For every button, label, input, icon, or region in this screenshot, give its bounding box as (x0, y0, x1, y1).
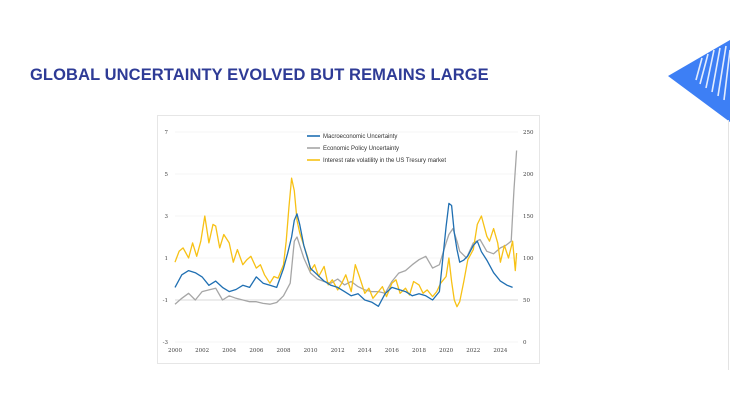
x-tick-label: 2004 (222, 348, 236, 354)
uncertainty-line-chart: -3 -1 1 3 5 7 0 50 100 150 200 250 2000 2002 2004 2006 2… (163, 130, 534, 354)
y-right-tick-label: 100 (523, 256, 534, 262)
legend-label: Macroeconomic Uncertainty (323, 134, 397, 140)
right-edge-rule (728, 120, 729, 370)
series-line-economic-policy-uncertainty (174, 150, 518, 305)
slide-title: GLOBAL UNCERTAINTY EVOLVED BUT REMAINS L… (30, 66, 489, 84)
y-left-tick-label: 7 (165, 130, 169, 136)
x-tick-label: 2000 (168, 348, 182, 354)
x-tick-label: 2012 (331, 348, 345, 354)
x-tick-label: 2022 (466, 348, 480, 354)
x-tick-label: 2014 (358, 348, 372, 354)
series-line-macroeconomic-uncertainty (174, 202, 513, 307)
legend-label: Economic Policy Uncertainty (323, 146, 399, 152)
x-tick-label: 2006 (249, 348, 263, 354)
y-left-tick-label: -3 (163, 340, 169, 346)
y-left-tick-label: 3 (165, 214, 169, 220)
y-left-tick-label: 1 (165, 256, 169, 262)
series-line-interest-rate-volatility-in-the-us-tresury-market (174, 177, 518, 308)
y-left-tick-label: 5 (165, 172, 169, 178)
x-tick-label: 2008 (276, 348, 290, 354)
x-tick-label: 2018 (412, 348, 426, 354)
y-right-tick-label: 50 (523, 298, 530, 304)
x-tick-label: 2010 (304, 348, 318, 354)
y-left-tick-label: -1 (163, 298, 168, 304)
x-tick-label: 2016 (385, 348, 399, 354)
y-right-tick-label: 250 (523, 130, 534, 136)
blue-triangle-logo-icon (668, 40, 730, 122)
y-right-tick-label: 0 (523, 340, 527, 346)
x-tick-label: 2002 (195, 348, 209, 354)
x-tick-label: 2020 (439, 348, 453, 354)
y-right-tick-label: 150 (523, 214, 534, 220)
y-right-tick-label: 200 (523, 172, 534, 178)
legend-label: Interest rate volatility in the US Tresu… (323, 158, 446, 164)
chart-frame (157, 115, 540, 364)
x-tick-label: 2024 (493, 348, 507, 354)
